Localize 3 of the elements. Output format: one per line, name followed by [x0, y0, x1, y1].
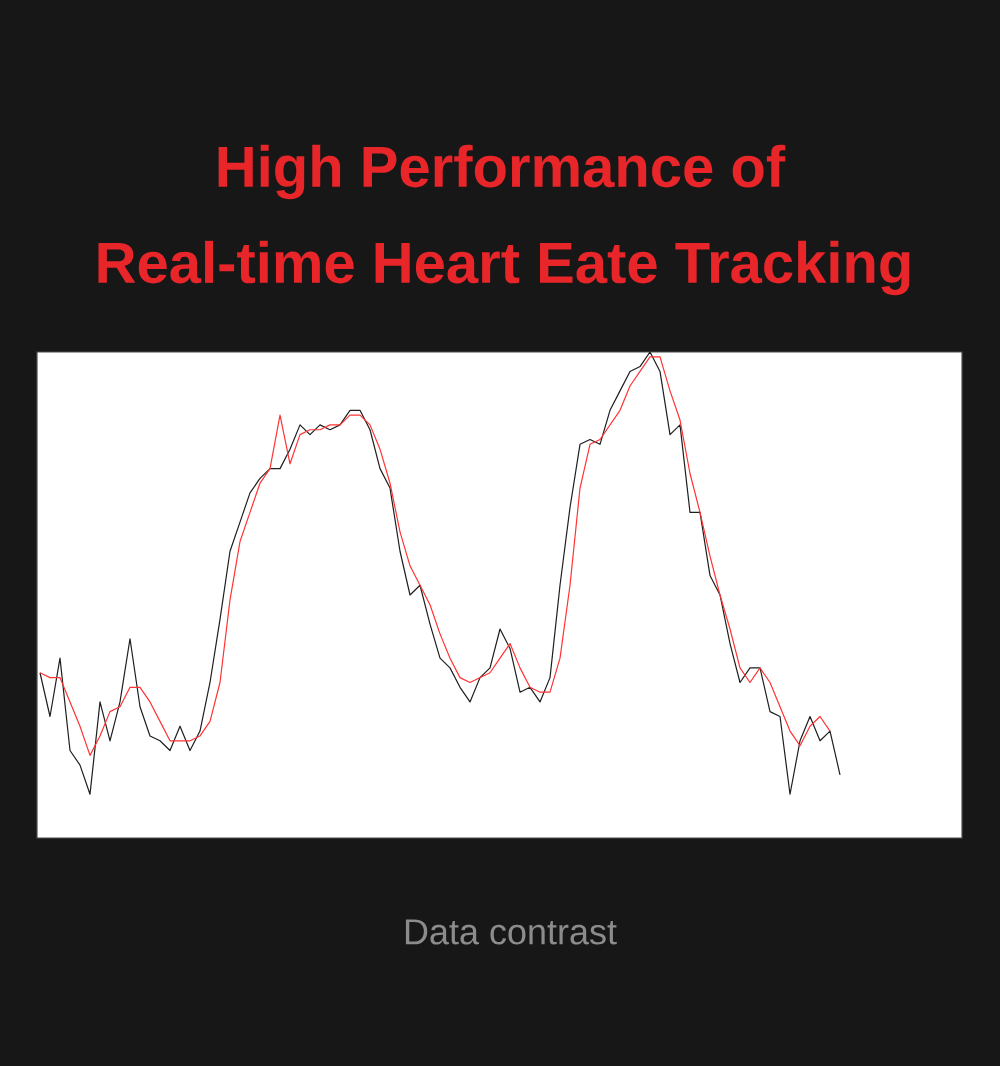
chart-subtitle: Real-time Heart Eate Tracking: [98, 240, 910, 296]
text: Data contrast: [405, 919, 617, 945]
chart-title: High Performance of: [218, 144, 786, 200]
